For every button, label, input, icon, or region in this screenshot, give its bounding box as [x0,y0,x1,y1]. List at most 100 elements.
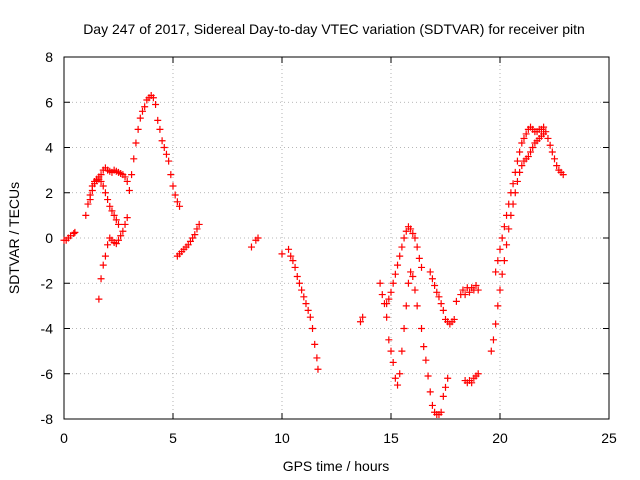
data-point [247,243,255,251]
data-points [60,91,567,418]
data-point [378,291,386,299]
data-point [398,243,406,251]
data-point [518,162,526,170]
data-point [97,177,105,185]
data-point [540,123,548,131]
data-point [306,313,314,321]
data-point [394,261,402,269]
data-point [398,347,406,355]
data-point [544,134,552,142]
data-point [160,144,168,151]
data-point [424,372,432,380]
x-tick-label: 5 [169,430,177,446]
data-point [106,202,114,210]
data-point [516,168,524,176]
data-point [385,295,393,303]
data-point [452,297,460,305]
data-point [125,186,133,194]
data-point [376,279,384,287]
data-point [400,234,408,242]
data-point [97,275,105,283]
data-point [385,336,393,344]
data-point [540,130,548,138]
data-point [304,306,312,314]
data-point [104,241,112,249]
data-point [298,286,306,294]
y-tick-label: -6 [41,366,54,382]
data-point [293,272,301,280]
data-point [468,379,476,387]
x-tick-label: 10 [274,430,290,446]
data-point [191,231,199,239]
data-point [295,279,303,287]
y-tick-label: 8 [45,49,53,65]
x-axis-label: GPS time / hours [283,458,390,474]
data-point [311,340,319,348]
data-point [492,268,500,276]
data-point [402,302,410,310]
data-point [300,293,308,301]
data-point [415,254,423,262]
data-point [418,325,426,332]
data-point [394,381,402,389]
data-point [496,286,504,294]
data-point [529,144,537,151]
data-point [108,207,116,215]
data-point [507,211,515,219]
data-point [396,370,404,378]
data-point [88,186,96,194]
data-point [138,107,146,115]
data-point [287,252,295,260]
data-point [426,388,434,396]
data-point [494,302,502,310]
data-point [313,354,321,362]
data-point [437,300,445,308]
data-point [402,227,410,235]
data-point [428,275,436,283]
data-point [115,236,122,244]
data-point [396,252,404,260]
data-point [302,300,310,308]
data-point [472,282,480,290]
data-point [167,171,175,179]
data-point [134,125,142,133]
data-point [101,189,109,197]
data-point [71,228,79,236]
data-point [522,130,530,138]
data-point [70,229,78,237]
data-point [128,171,136,179]
data-point [158,137,166,145]
y-tick-label: 2 [45,185,53,201]
data-point [500,257,508,265]
data-point [428,401,436,409]
data-point [391,270,399,278]
data-point [426,268,434,276]
data-point [496,245,504,253]
data-point [474,286,482,294]
y-tick-label: 4 [45,140,53,156]
data-point [489,336,497,344]
y-tick-labels: -8 -6 -4 -2 0 2 4 6 8 [41,49,54,427]
data-point [505,225,513,233]
data-point [99,182,107,190]
data-point [154,116,162,124]
data-point [152,101,160,109]
x-tick-label: 15 [383,430,399,446]
data-point [465,288,473,296]
data-point [104,196,112,204]
data-point [411,234,419,242]
data-point [149,94,157,102]
data-point [254,234,262,242]
data-point [442,383,449,391]
data-point [559,171,567,179]
data-point [413,302,421,310]
data-point [492,320,500,328]
data-point [132,139,140,147]
data-point [171,191,179,199]
data-point [509,180,517,188]
data-point [411,286,419,294]
x-tick-label: 25 [601,430,617,446]
data-point [82,211,90,219]
data-point [391,374,399,382]
data-point [513,177,521,185]
